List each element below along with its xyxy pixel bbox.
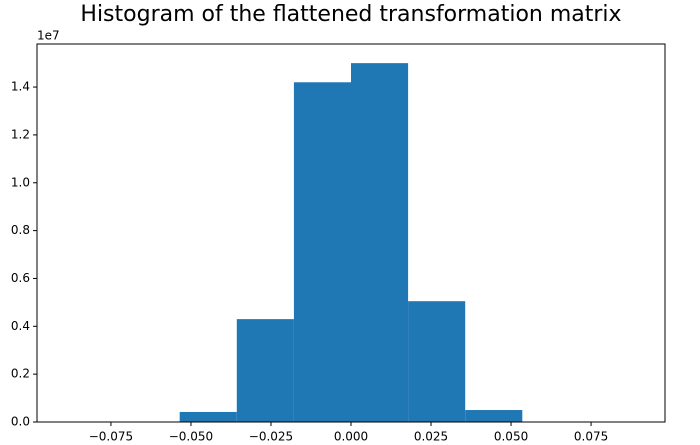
y-tick-label: 0.8 — [11, 223, 30, 237]
x-tick-label: 0.075 — [574, 430, 608, 444]
chart-title: Histogram of the flattened transformatio… — [80, 2, 621, 27]
bar — [465, 410, 523, 422]
x-tick-label: 0.000 — [334, 430, 368, 444]
x-tick-label: 0.050 — [494, 430, 528, 444]
y-tick-label: 0.0 — [11, 415, 30, 429]
bar — [293, 82, 351, 423]
y-tick-label: 1.0 — [11, 175, 30, 189]
x-tick-label: −0.050 — [169, 430, 213, 444]
y-tick-label: 0.2 — [11, 367, 30, 381]
y-tick-label: 0.6 — [11, 271, 30, 285]
y-offset-label: 1e7 — [37, 29, 60, 43]
x-tick-label: −0.075 — [89, 430, 133, 444]
y-tick-label: 1.2 — [11, 127, 30, 141]
bar — [179, 411, 237, 422]
x-tick-label: −0.025 — [249, 430, 293, 444]
bar — [408, 301, 466, 422]
x-tick-label: 0.025 — [414, 430, 448, 444]
y-tick-label: 0.4 — [11, 319, 30, 333]
bar — [236, 319, 294, 422]
bar — [351, 63, 409, 422]
y-tick-label: 1.4 — [11, 80, 30, 94]
